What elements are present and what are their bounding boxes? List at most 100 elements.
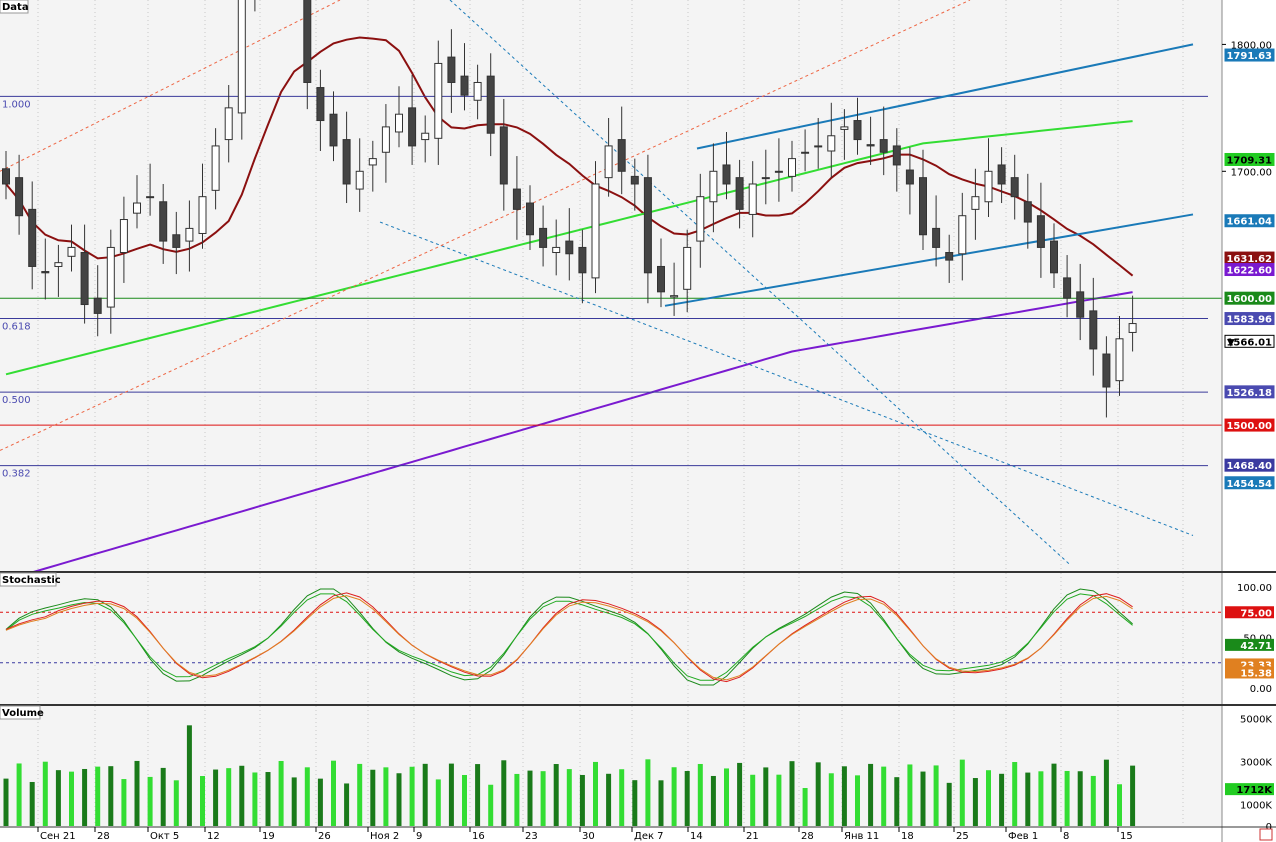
x-axis-label: 14	[690, 831, 703, 842]
candle-body	[447, 56, 456, 83]
volume-axis-label: 5000K	[1240, 714, 1272, 725]
candle-body	[670, 295, 679, 298]
volume-bar	[147, 776, 153, 826]
x-axis-label: 8	[1063, 831, 1069, 842]
candle-body	[198, 196, 207, 234]
volume-bar	[278, 760, 284, 826]
candle-body	[54, 262, 63, 267]
candle-body	[237, 0, 246, 114]
volume-bar	[868, 763, 874, 826]
candle-body	[224, 107, 233, 141]
x-axis-label: Окт 5	[150, 831, 179, 842]
x-axis-label: Дек 7	[634, 831, 664, 842]
candle-body	[1036, 215, 1045, 248]
volume-bar	[265, 772, 271, 826]
stoch-tag-3	[1225, 666, 1274, 679]
candle-body	[761, 177, 770, 180]
candle-body	[788, 158, 796, 177]
volume-axis-label: 0	[1266, 822, 1272, 833]
volume-bar	[448, 763, 454, 826]
price-pane-title: Data	[2, 2, 29, 13]
price-tag-value-2: 1661.04	[1226, 217, 1272, 228]
candle-body	[1023, 201, 1032, 223]
volume-pane-title: Volume	[2, 708, 44, 719]
stoch-tag-value-1: 42.71	[1240, 641, 1272, 652]
volume-bar	[1012, 762, 1018, 826]
candle-body	[774, 170, 783, 173]
volume-bar	[1077, 771, 1083, 826]
volume-bar	[514, 773, 520, 826]
volume-bar	[422, 763, 428, 826]
price-tag-value-1: 1709.31	[1226, 155, 1272, 166]
candle-body	[133, 202, 141, 214]
candle-body	[381, 126, 390, 153]
volume-bar	[776, 774, 782, 826]
stoch-axis-label: 0.00	[1250, 684, 1272, 695]
candle-body	[473, 81, 482, 101]
candle-body	[801, 151, 810, 154]
volume-bar	[160, 767, 166, 826]
volume-bar	[3, 778, 9, 826]
volume-bar	[317, 778, 323, 826]
price-tag-value-8: 1526.18	[1226, 388, 1272, 399]
volume-bar	[226, 768, 232, 826]
volume-bar	[566, 769, 572, 826]
candle-body	[709, 170, 718, 203]
volume-bar	[252, 772, 258, 826]
candle-body	[565, 240, 574, 255]
candle-body	[696, 196, 705, 242]
price-tag-10	[1224, 458, 1275, 472]
volume-bar	[55, 770, 61, 826]
candle-body	[526, 202, 534, 236]
candle-body	[892, 145, 901, 166]
candle-body	[93, 297, 102, 314]
stoch-d2-line	[5, 595, 1133, 681]
volume-bar	[540, 771, 546, 826]
candle-body	[395, 113, 403, 133]
candle-body	[814, 145, 823, 148]
volume-bar	[134, 760, 140, 826]
candle-body	[971, 196, 980, 210]
volume-bar	[959, 759, 965, 826]
candle-body	[316, 87, 325, 122]
price-pane-bg	[0, 0, 1222, 571]
volume-bar	[763, 767, 769, 826]
volume-bar	[593, 761, 598, 826]
candle-body	[421, 132, 430, 141]
volume-bar	[291, 777, 297, 826]
volume-bar	[344, 783, 350, 826]
price-tag-6	[1224, 312, 1275, 326]
volume-bar	[1025, 772, 1031, 826]
candle-body	[146, 196, 155, 199]
stoch-tag-value-0: 75.00	[1240, 608, 1272, 619]
price-tag-value-11: 1454.54	[1226, 479, 1272, 490]
volume-bar	[435, 779, 441, 826]
price-tag-9	[1224, 418, 1275, 432]
sma-fast-line	[5, 36, 1134, 277]
corner-icon	[1259, 828, 1273, 841]
candle-body	[15, 177, 24, 217]
volume-bar	[69, 771, 74, 826]
candle-body	[735, 177, 744, 210]
candle-body	[827, 135, 836, 152]
candle-body	[1089, 310, 1098, 350]
candle-body	[657, 265, 665, 293]
volume-bar	[1051, 763, 1057, 826]
candle-body	[643, 177, 652, 274]
price-tag-1	[1224, 152, 1275, 166]
price-tag-value-10: 1468.40	[1226, 461, 1272, 472]
x-axis-label: 21	[746, 831, 759, 842]
price-tag-value-6: 1583.96	[1226, 315, 1272, 326]
candle-body	[499, 126, 508, 185]
price-axis-label: 1800.00	[1231, 40, 1272, 51]
candle-body	[329, 113, 338, 147]
volume-bar	[121, 779, 127, 826]
price-tag-value-9: 1500.00	[1226, 421, 1272, 432]
candle-body	[932, 227, 941, 248]
volume-bar	[173, 780, 179, 826]
candle-body	[512, 188, 521, 210]
x-axis-label: 25	[956, 831, 969, 842]
volume-bar	[579, 774, 585, 826]
volume-bar	[750, 774, 756, 826]
